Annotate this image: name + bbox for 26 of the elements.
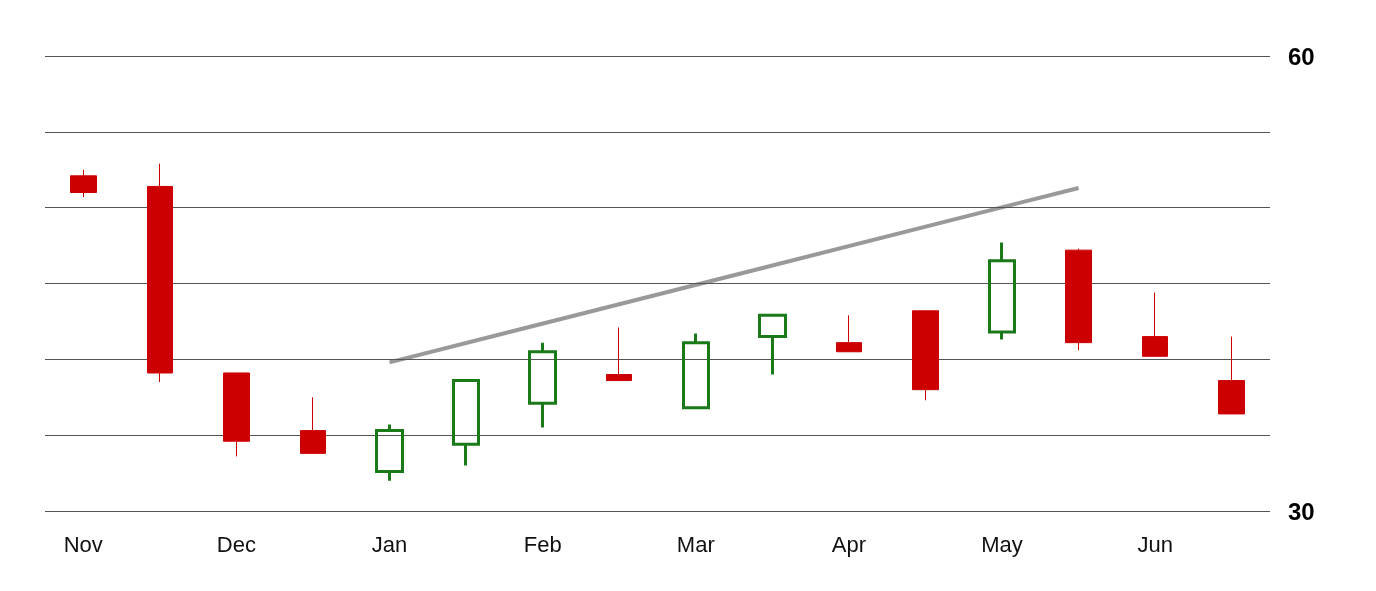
candlestick xyxy=(1065,248,1092,351)
candlestick xyxy=(300,396,326,454)
candlestick xyxy=(682,333,710,410)
x-tick-label: Jan xyxy=(371,531,408,557)
x-tick-label: Mar xyxy=(676,531,715,557)
candlestick xyxy=(758,313,787,375)
candlestick xyxy=(223,372,250,457)
candlestick xyxy=(1218,336,1245,415)
x-tick-label: Jun xyxy=(1137,531,1173,557)
candlestick xyxy=(1142,292,1168,357)
y-tick-label: 60 xyxy=(1288,42,1315,70)
candlestick xyxy=(912,310,939,401)
candlestick xyxy=(606,326,632,382)
x-tick-label: Feb xyxy=(523,531,562,557)
candlestick xyxy=(147,163,173,383)
x-tick-label: Nov xyxy=(63,531,103,557)
candlestick xyxy=(988,242,1016,340)
x-tick-label: Apr xyxy=(831,531,867,557)
x-tick-label: May xyxy=(981,531,1023,557)
x-tick-label: Dec xyxy=(216,531,256,557)
candlestick xyxy=(375,424,404,481)
candlestick xyxy=(528,342,557,428)
candlestick xyxy=(452,379,480,466)
candlestick xyxy=(70,169,97,198)
candlestick xyxy=(836,314,862,353)
y-tick-label: 30 xyxy=(1288,497,1315,525)
